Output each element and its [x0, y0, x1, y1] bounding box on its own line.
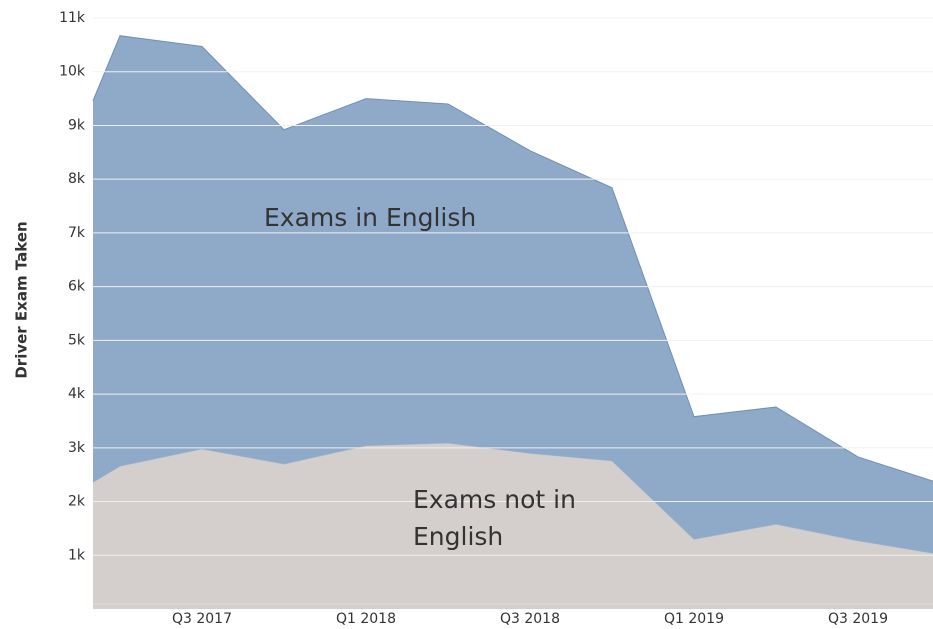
area-edge	[92, 35, 933, 482]
y-tick-label: 9k	[68, 117, 86, 133]
area	[93, 442, 933, 609]
x-tick-label: Q1 2018	[336, 611, 396, 627]
y-tick-label: 2k	[68, 494, 86, 510]
y-axis-label: Driver Exam Taken	[13, 221, 31, 378]
y-tick-label: 1k	[68, 547, 86, 563]
y-tick-label: 11k	[59, 10, 86, 26]
y-tick-label: 8k	[68, 171, 86, 187]
y-tick-label: 10k	[59, 64, 86, 80]
x-tick-label: Q3 2019	[828, 611, 888, 627]
annotation: Exams in English	[264, 203, 477, 232]
y-tick-label: 4k	[68, 386, 86, 402]
x-tick-label: Q3 2018	[500, 611, 560, 627]
y-tick-label: 3k	[68, 440, 86, 456]
x-tick-label: Q3 2017	[172, 611, 232, 627]
plot: 1k 2k 3k 4k 5k 6k 7k 8k 9k 10k 11k Q3 2017 Q1 2018 Q3…	[59, 10, 933, 627]
y-tick-label: 5k	[68, 332, 86, 348]
x-tick-label: Q1 2019	[664, 611, 724, 627]
y-tick-label: 6k	[68, 279, 86, 295]
y-tick-label: 7k	[68, 225, 86, 241]
annotation: Exams not in English	[413, 485, 576, 551]
area	[93, 35, 933, 554]
